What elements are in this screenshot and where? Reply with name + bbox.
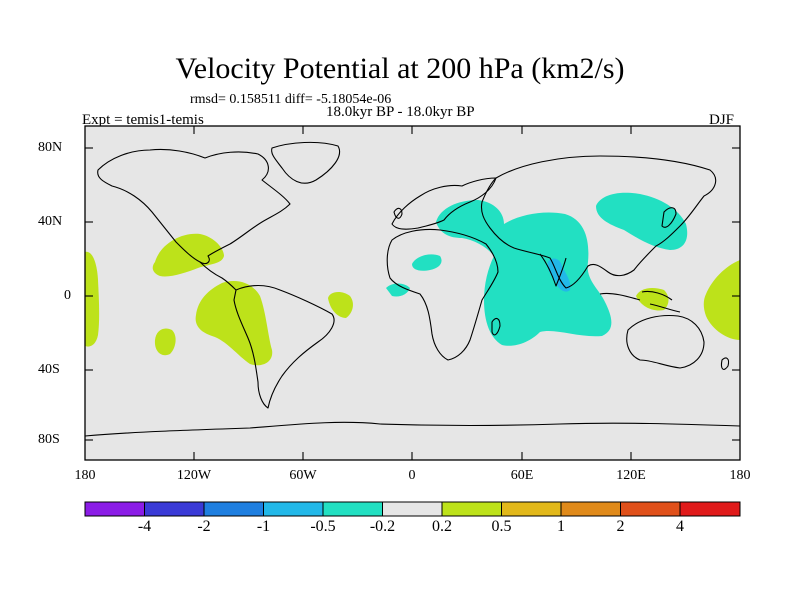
x-tick-label: 0 — [408, 468, 416, 483]
positive-regions — [85, 233, 740, 366]
colorbar-box-2 — [144, 501, 205, 517]
region-atlantic-brazil — [328, 292, 353, 318]
region-gulf-guinea — [386, 283, 410, 297]
coast-asia — [480, 155, 717, 289]
map-background — [85, 126, 740, 460]
coast-north-america — [97, 148, 291, 265]
coast-south-america — [233, 284, 335, 409]
strong-negative-regions — [547, 258, 571, 292]
region-west-pacific — [703, 260, 740, 340]
stats-text: rmsd= 0.158511 diff= -5.18054e-06 — [190, 92, 392, 107]
colorbar-box-10 — [620, 501, 681, 517]
colorbar-label: -0.5 — [310, 518, 336, 535]
colorbar-label: 0.5 — [491, 518, 512, 535]
region-south-pacific-small — [154, 328, 176, 356]
colorbar-label: -2 — [197, 518, 211, 535]
coast-madagascar — [491, 317, 501, 336]
colorbar-box-5 — [322, 501, 383, 517]
colorbar — [84, 501, 741, 517]
region-east-asia — [596, 192, 688, 250]
coastlines — [85, 141, 740, 437]
colorbar-label: -4 — [137, 518, 152, 535]
colorbar-box-4 — [263, 501, 324, 517]
coast-europe — [391, 177, 497, 230]
y-tick-label: 80S — [38, 432, 60, 447]
coast-new-zealand — [720, 357, 730, 370]
axis-ticks — [85, 126, 740, 460]
region-indian-ocean-africa — [436, 200, 612, 346]
coast-india — [539, 253, 567, 287]
y-tick-label: 0 — [64, 288, 71, 303]
colorbar-label: 0.2 — [432, 518, 452, 535]
region-indian-ocean-core — [547, 258, 571, 292]
colorbar-label: -1 — [256, 518, 271, 535]
colorbar-box-1 — [84, 501, 145, 517]
coast-greenland — [271, 141, 340, 184]
y-tick-label: 40N — [38, 214, 63, 229]
coast-africa — [386, 228, 499, 361]
coast-indonesia — [599, 290, 681, 313]
period-text: 18.0kyr BP - 18.0kyr BP — [326, 104, 475, 120]
x-tick-label: 120W — [176, 468, 212, 483]
colorbar-box-11 — [679, 501, 741, 517]
x-tick-label: 60W — [289, 468, 317, 483]
colorbar-label: 2 — [616, 518, 625, 535]
region-north-africa-small — [412, 254, 442, 271]
region-east-pacific-north — [152, 233, 224, 277]
season-label: DJF — [709, 112, 735, 128]
colorbar-box-8 — [501, 501, 562, 517]
colorbar-box-9 — [560, 501, 621, 517]
colorbar-label: 1 — [557, 518, 565, 535]
colorbar-label: -0.2 — [369, 518, 396, 535]
colorbar-box-3 — [203, 501, 264, 517]
colorbar-box-7 — [441, 501, 502, 517]
x-tick-label: 120E — [616, 468, 646, 483]
coast-antarctica — [85, 421, 740, 437]
coast-uk — [393, 207, 403, 219]
colorbar-box-6 — [382, 501, 443, 517]
x-tick-label: 180 — [729, 468, 751, 483]
coast-central-america — [199, 261, 237, 291]
region-dateline-west — [85, 251, 100, 347]
y-tick-label: 40S — [38, 362, 60, 377]
y-tick-label: 80N — [38, 140, 63, 155]
x-tick-label: 60E — [510, 468, 534, 483]
map-title: Velocity Potential at 200 hPa (km2/s) — [175, 52, 625, 85]
negative-regions — [386, 192, 688, 346]
coast-australia — [626, 314, 705, 369]
coast-japan — [661, 207, 677, 228]
colorbar-label: 4 — [676, 518, 684, 535]
experiment-label: Expt = temis1-temis — [82, 112, 204, 128]
x-tick-label: 180 — [74, 468, 96, 483]
region-east-pacific-south — [195, 280, 273, 366]
